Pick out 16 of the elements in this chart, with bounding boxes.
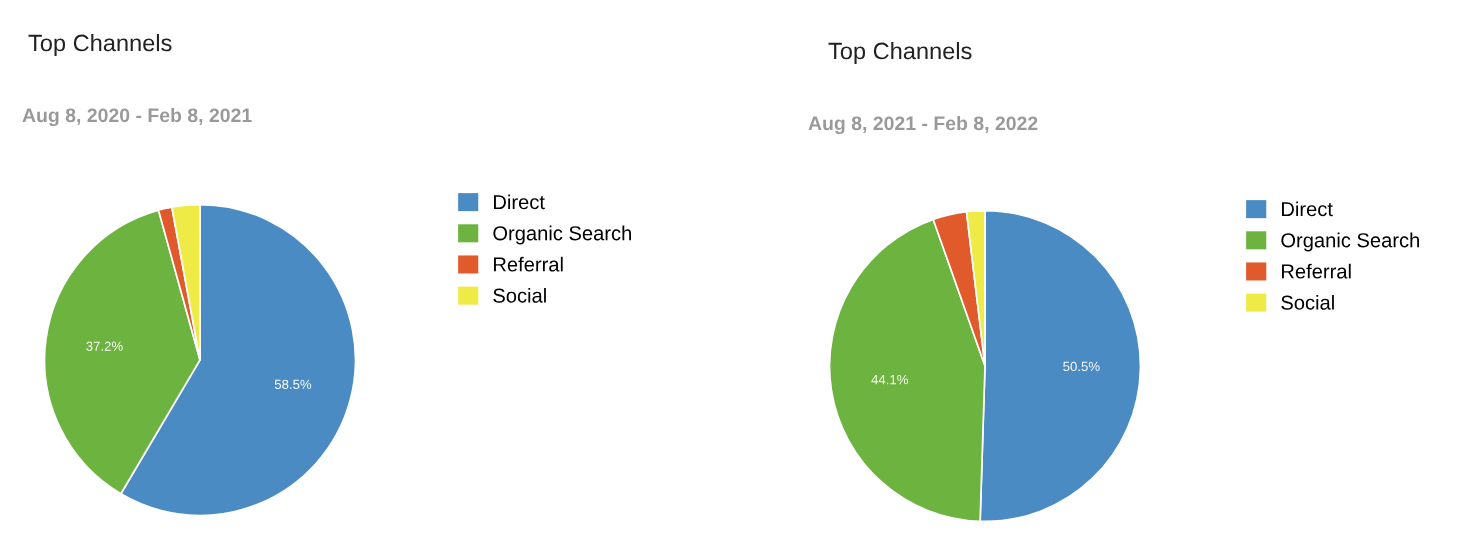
legend-label: Direct [494, 194, 545, 210]
chart-subtitle: Aug 8, 2021 - Feb 8, 2022 [808, 115, 1038, 135]
legend-label: Social [1281, 294, 1334, 310]
chart-title: Top Channels [28, 34, 172, 56]
data-label: 37.2% [86, 341, 123, 351]
chart-subtitle: Aug 8, 2020 - Feb 8, 2021 [22, 107, 252, 127]
legend-label: Organic Search [1281, 232, 1419, 252]
legend-label: Direct [1282, 201, 1333, 217]
data-label: 58.5% [274, 379, 312, 389]
data-label: 50.5% [1063, 361, 1100, 372]
data-label: 44.1% [871, 375, 908, 385]
legend-label: Organic Search [493, 225, 631, 245]
legend-label: Referral [1282, 263, 1351, 279]
legend-label: Referral [494, 256, 563, 272]
chart-title: Top Channels [828, 42, 972, 64]
legend-label: Social [493, 287, 546, 303]
